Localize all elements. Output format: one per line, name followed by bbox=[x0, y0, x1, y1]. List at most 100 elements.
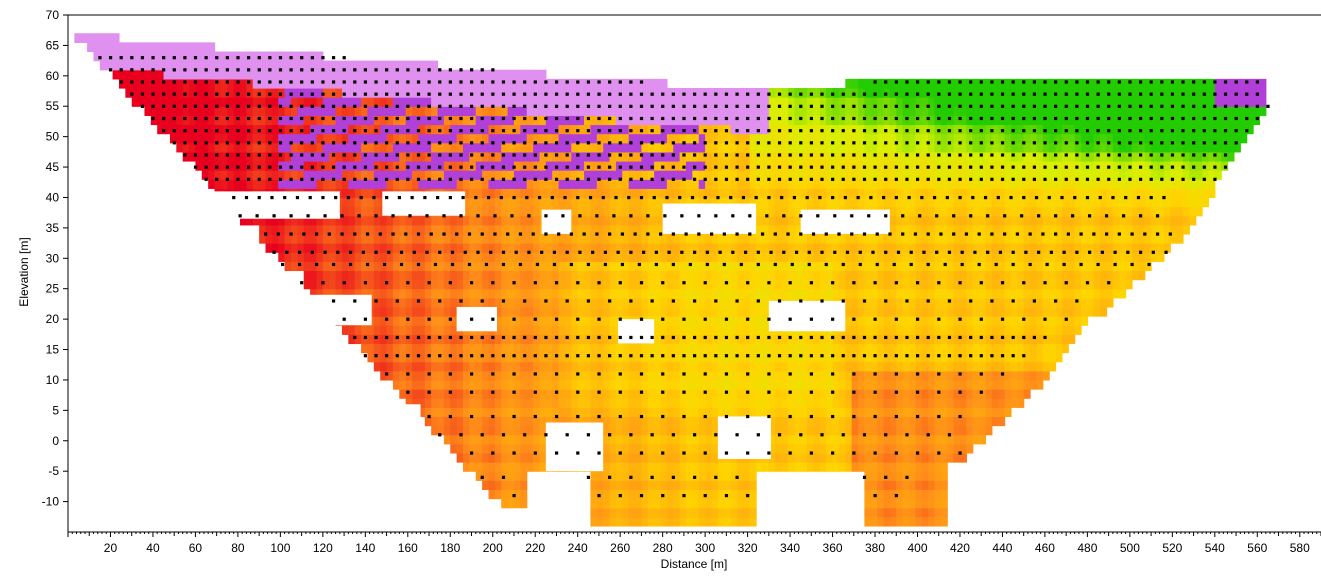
heatmap-cell bbox=[456, 115, 464, 126]
heatmap-cell bbox=[679, 261, 687, 272]
heatmap-cell bbox=[858, 170, 865, 180]
heatmap-cell bbox=[539, 243, 547, 253]
heatmap-cell bbox=[354, 179, 362, 189]
heatmap-cell bbox=[768, 87, 776, 98]
heatmap-cell bbox=[673, 389, 681, 399]
heatmap-cell bbox=[463, 462, 470, 472]
heatmap-cell bbox=[902, 507, 910, 518]
heatmap-cell bbox=[482, 106, 490, 116]
heatmap-cell bbox=[749, 370, 757, 381]
heatmap-cell bbox=[615, 516, 623, 527]
heatmap-cell bbox=[838, 197, 846, 208]
heatmap-cell bbox=[564, 361, 572, 372]
heatmap-cell bbox=[768, 398, 776, 408]
heatmap-cell bbox=[150, 69, 158, 80]
heatmap-cell bbox=[450, 370, 458, 381]
heatmap-cell bbox=[431, 361, 439, 372]
heatmap-cell bbox=[877, 233, 885, 244]
heatmap-cell bbox=[590, 480, 598, 491]
heatmap-cell bbox=[947, 279, 955, 290]
heatmap-cell bbox=[482, 389, 490, 399]
heatmap-cell bbox=[889, 370, 897, 381]
heatmap-cell bbox=[864, 343, 872, 354]
heatmap-cell bbox=[278, 151, 286, 162]
heatmap-cell bbox=[405, 215, 413, 226]
heatmap-cell bbox=[807, 361, 815, 372]
heatmap-cell bbox=[686, 462, 693, 472]
heatmap-cell bbox=[628, 151, 636, 162]
heatmap-cell bbox=[858, 325, 865, 335]
heatmap-cell bbox=[392, 97, 400, 107]
heatmap-cell bbox=[654, 334, 662, 345]
heatmap-cell bbox=[705, 443, 713, 454]
heatmap-cell bbox=[698, 270, 706, 281]
heatmap-cell bbox=[921, 78, 929, 89]
heatmap-cell bbox=[889, 78, 897, 89]
heatmap-cell bbox=[322, 78, 330, 89]
heatmap-cell bbox=[392, 133, 400, 144]
heatmap-cell bbox=[590, 416, 598, 427]
heatmap-cell bbox=[673, 115, 681, 126]
heatmap-cell bbox=[558, 115, 566, 126]
heatmap-cell bbox=[628, 270, 636, 281]
heatmap-cell bbox=[654, 370, 662, 381]
heatmap-cell bbox=[418, 389, 426, 399]
heatmap-cell bbox=[845, 243, 853, 253]
heatmap-cell bbox=[507, 197, 515, 208]
heatmap-cell bbox=[271, 97, 279, 107]
heatmap-cell bbox=[335, 215, 343, 226]
heatmap-cell bbox=[227, 151, 235, 162]
heatmap-cell bbox=[698, 133, 706, 144]
heatmap-cell bbox=[908, 124, 916, 135]
heatmap-cell bbox=[858, 407, 865, 418]
heatmap-cell bbox=[768, 379, 776, 390]
heatmap-cell bbox=[781, 179, 789, 189]
heatmap-cell bbox=[399, 151, 407, 162]
heatmap-cell bbox=[641, 462, 649, 472]
heatmap-cell bbox=[539, 233, 547, 244]
heatmap-cell bbox=[896, 407, 904, 418]
heatmap-cell bbox=[348, 106, 356, 116]
heatmap-cell bbox=[622, 361, 630, 372]
heatmap-cell bbox=[858, 133, 865, 144]
heatmap-cell bbox=[520, 170, 528, 180]
heatmap-cell bbox=[902, 370, 910, 381]
heatmap-cell bbox=[176, 78, 184, 89]
heatmap-cell bbox=[571, 343, 579, 354]
heatmap-cell bbox=[609, 480, 617, 491]
heatmap-cell bbox=[838, 170, 846, 180]
heatmap-cell bbox=[794, 370, 802, 381]
heatmap-cell bbox=[666, 498, 674, 509]
heatmap-cell bbox=[596, 224, 604, 235]
heatmap-cell bbox=[475, 389, 483, 399]
heatmap-cell bbox=[705, 270, 713, 281]
heatmap-cell bbox=[858, 270, 865, 281]
heatmap-cell bbox=[743, 462, 751, 472]
heatmap-cell bbox=[513, 270, 521, 281]
heatmap-cell bbox=[915, 97, 923, 107]
heatmap-cell bbox=[635, 97, 643, 107]
heatmap-cell bbox=[437, 179, 445, 189]
heatmap-cell bbox=[705, 142, 713, 153]
heatmap-cell bbox=[717, 462, 725, 472]
heatmap-cell bbox=[615, 151, 623, 162]
heatmap-cell bbox=[418, 170, 426, 180]
heatmap-cell bbox=[380, 352, 388, 363]
heatmap-cell bbox=[705, 87, 713, 98]
heatmap-cell bbox=[686, 115, 693, 126]
heatmap-cell bbox=[577, 97, 585, 107]
heatmap-cell bbox=[450, 343, 458, 354]
heatmap-cell bbox=[947, 243, 955, 253]
heatmap-cell bbox=[284, 224, 292, 235]
heatmap-cell bbox=[647, 297, 655, 308]
heatmap-cell bbox=[845, 252, 853, 262]
heatmap-cell bbox=[520, 188, 528, 199]
heatmap-cell bbox=[259, 179, 267, 189]
heatmap-cell bbox=[705, 334, 713, 345]
heatmap-cell bbox=[698, 398, 706, 408]
heatmap-cell bbox=[781, 398, 789, 408]
heatmap-cell bbox=[469, 370, 477, 381]
heatmap-cell bbox=[138, 42, 146, 53]
heatmap-cell bbox=[590, 124, 598, 135]
heatmap-cell bbox=[870, 370, 878, 381]
